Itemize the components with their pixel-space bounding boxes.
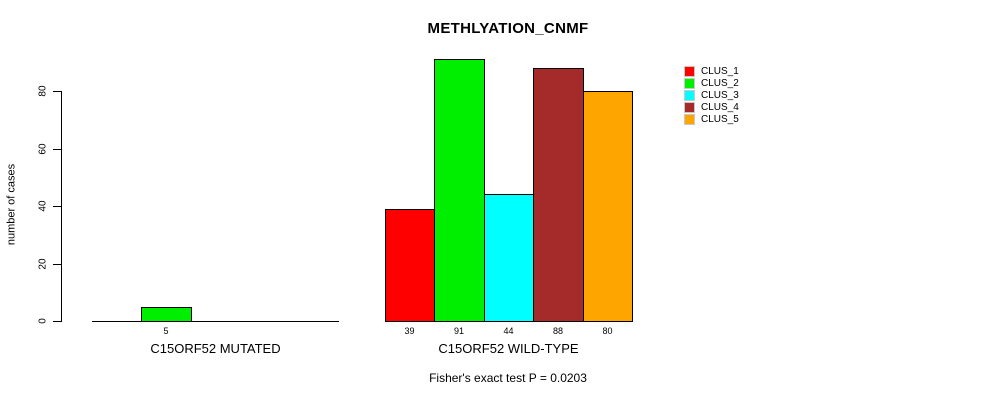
legend-item: CLUS_2 xyxy=(684,77,739,89)
y-tick xyxy=(53,264,61,265)
y-tick xyxy=(53,149,61,150)
bar-value-label: 5 xyxy=(163,326,169,336)
bar-value-label: 39 xyxy=(404,326,415,336)
y-tick xyxy=(53,206,61,207)
y-tick-label: 60 xyxy=(37,143,49,155)
y-tick xyxy=(53,321,61,322)
annotation-text: Fisher's exact test P = 0.0203 xyxy=(429,371,587,385)
bar-clus_2-mutated xyxy=(141,307,192,322)
group-baseline xyxy=(92,321,339,322)
y-tick-label: 0 xyxy=(37,318,49,324)
legend-label: CLUS_2 xyxy=(701,77,739,89)
bar-clus_2-wild-type xyxy=(434,59,485,322)
bar-clus_1-wild-type xyxy=(385,209,435,322)
legend-label: CLUS_3 xyxy=(701,89,739,101)
legend-swatch-icon xyxy=(684,113,695,125)
bar-clus_4-wild-type xyxy=(533,68,584,322)
legend-item: CLUS_5 xyxy=(684,113,739,125)
legend-label: CLUS_1 xyxy=(701,65,739,77)
legend-swatch-icon xyxy=(684,89,695,101)
legend-swatch-icon xyxy=(684,101,695,113)
legend-swatch-icon xyxy=(684,77,695,89)
y-tick xyxy=(53,91,61,92)
y-axis-line xyxy=(61,91,62,322)
legend-item: CLUS_1 xyxy=(684,65,739,77)
y-tick-label: 40 xyxy=(37,200,49,212)
bar-value-label: 44 xyxy=(503,326,514,336)
group-label: C15ORF52 WILD-TYPE xyxy=(438,341,579,356)
group-label: C15ORF52 MUTATED xyxy=(150,341,281,356)
legend-item: CLUS_3 xyxy=(684,89,739,101)
y-tick-label: 20 xyxy=(37,258,49,270)
chart-title: METHLYATION_CNMF xyxy=(427,20,589,37)
legend-label: CLUS_4 xyxy=(701,101,739,113)
legend-label: CLUS_5 xyxy=(701,113,739,125)
y-tick-label: 80 xyxy=(37,85,49,97)
bar-value-label: 88 xyxy=(552,326,563,336)
bar-value-label: 91 xyxy=(453,326,464,336)
legend-item: CLUS_4 xyxy=(684,101,739,113)
bar-clus_5-wild-type xyxy=(583,91,633,322)
legend-swatch-icon xyxy=(684,65,695,77)
legend: CLUS_1 CLUS_2 CLUS_3 CLUS_4 CLUS_5 xyxy=(684,65,739,125)
bar-clus_3-wild-type xyxy=(484,194,534,322)
bar-value-label: 80 xyxy=(602,326,613,336)
